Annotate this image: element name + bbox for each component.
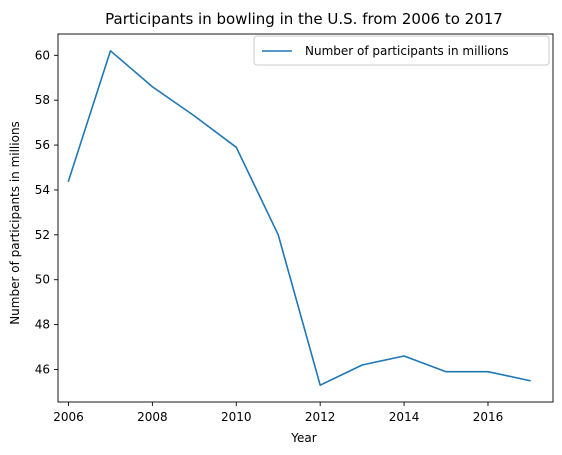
legend-box — [253, 35, 550, 66]
series-line — [67, 50, 531, 386]
y-axis-title: Number of participants in millions — [8, 121, 22, 325]
y-axis-ticks: 46 48 50 52 54 56 58 60 — [35, 48, 58, 376]
x-tick-label: 2010 — [221, 410, 252, 424]
plot-area: 2006 2008 2010 2012 2014 2016 46 48 50 52 54 56 58 6… — [35, 33, 554, 424]
y-tick-label: 58 — [35, 93, 50, 107]
y-tick-label: 50 — [35, 273, 50, 287]
plot-frame — [57, 33, 554, 403]
x-tick-label: 2012 — [305, 410, 336, 424]
x-tick-label: 2006 — [53, 410, 84, 424]
y-tick-label: 46 — [35, 362, 50, 376]
y-tick-label: 52 — [35, 228, 50, 242]
x-axis-ticks: 2006 2008 2010 2012 2014 2016 — [53, 402, 503, 424]
y-tick-label: 48 — [35, 318, 50, 332]
x-tick-label: 2016 — [473, 410, 504, 424]
y-tick-label: 56 — [35, 138, 50, 152]
x-tick-label: 2008 — [137, 410, 168, 424]
x-axis-title: Year — [290, 431, 316, 445]
chart-title: Participants in bowling in the U.S. from… — [105, 10, 503, 28]
legend: Number of participants in millions — [253, 35, 550, 66]
legend-label: Number of participants in millions — [305, 44, 509, 58]
y-tick-label: 60 — [35, 48, 50, 62]
x-tick-label: 2014 — [389, 410, 420, 424]
y-tick-label: 54 — [35, 183, 50, 197]
